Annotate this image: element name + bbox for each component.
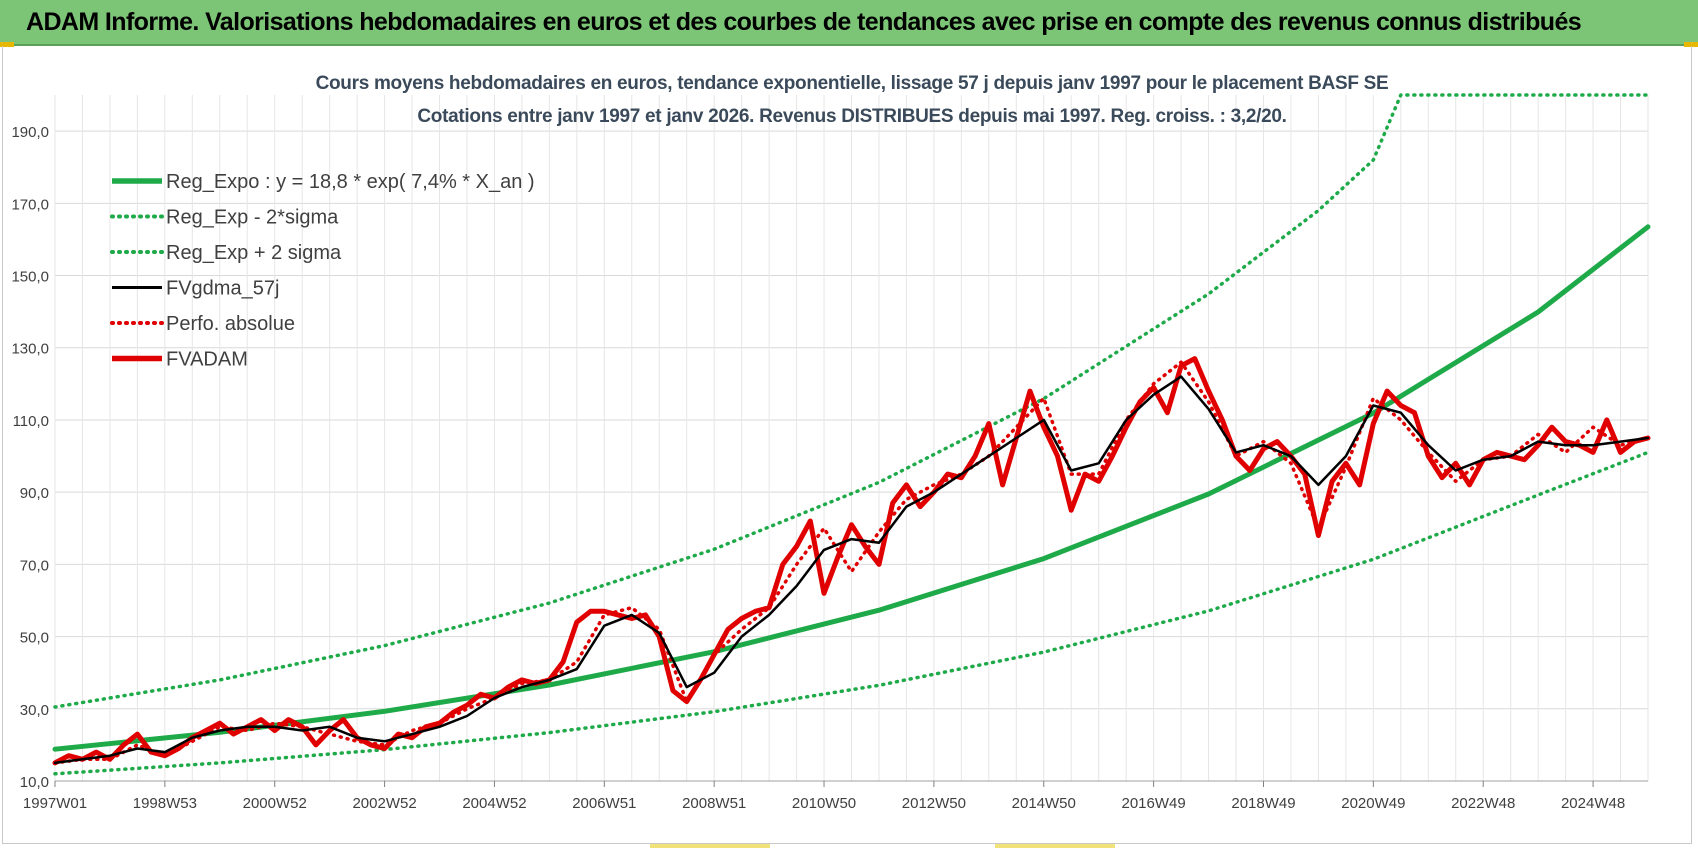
y-tick-label: 70,0 [20, 557, 49, 574]
x-tick-label: 1997W01 [23, 795, 87, 812]
y-tick-label: 150,0 [11, 269, 49, 286]
x-tick-label: 2022W48 [1451, 795, 1515, 812]
y-tick-label: 10,0 [20, 774, 49, 791]
grid [54, 95, 1649, 782]
legend-label: FVgdma_57j [166, 278, 279, 300]
chart-subtitle: Cotations entre janv 1997 et janv 2026. … [417, 106, 1286, 127]
series-line-2 [53, 93, 1650, 709]
legend-label: FVADAM [166, 349, 248, 371]
x-tick-label: 2014W50 [1012, 795, 1076, 812]
legend: Reg_Expo : y = 18,8 * exp( 7,4% * X_an )… [110, 171, 535, 371]
legend-label: Reg_Exp - 2*sigma [166, 207, 339, 229]
x-tick-label: 2006W51 [572, 795, 636, 812]
chart-frame [2, 46, 1692, 844]
title-banner: ADAM Informe. Valorisations hebdomadaire… [0, 0, 1698, 46]
x-tick-label: 2020W49 [1341, 795, 1405, 812]
page-title: ADAM Informe. Valorisations hebdomadaire… [26, 8, 1582, 36]
series-line-3 [53, 375, 1650, 765]
footer-marker [995, 844, 1115, 848]
x-tick-label: 2024W48 [1561, 795, 1625, 812]
x-tick-label: 2012W50 [902, 795, 966, 812]
y-tick-label: 110,0 [13, 413, 49, 430]
x-tick-label: 2016W49 [1122, 795, 1186, 812]
y-tick-label: 30,0 [20, 702, 49, 719]
legend-label: Reg_Expo : y = 18,8 * exp( 7,4% * X_an ) [166, 171, 535, 193]
y-tick-label: 190,0 [11, 124, 49, 141]
y-tick-label: 170,0 [11, 196, 49, 213]
y-tick-label: 50,0 [20, 630, 49, 647]
corner-marker-right [1684, 42, 1698, 47]
x-tick-label: 1998W53 [133, 795, 197, 812]
x-tick-label: 2008W51 [682, 795, 746, 812]
x-tick-label: 2018W49 [1231, 795, 1295, 812]
x-axis: 1997W01 1998W53 2000W52 2002W52 2004W52 2006W… [23, 781, 1625, 812]
x-tick-label: 2000W52 [243, 795, 307, 812]
footer-marker [650, 844, 770, 848]
y-tick-label: 130,0 [11, 341, 49, 358]
x-tick-label: 2010W50 [792, 795, 856, 812]
corner-marker-left [0, 42, 14, 47]
series-group [52, 93, 1651, 776]
y-axis: 10,0 30,0 50,0 70,0 90,0 110,0 130,0 150,0 170,0… [11, 124, 49, 791]
legend-label: Perfo. absolue [166, 313, 295, 335]
legend-label: Reg_Exp + 2 sigma [166, 242, 342, 264]
x-tick-label: 2004W52 [462, 795, 526, 812]
series-line-5 [52, 356, 1651, 766]
series-line-0 [52, 224, 1651, 752]
y-tick-label: 90,0 [20, 485, 49, 502]
x-tick-label: 2002W52 [352, 795, 416, 812]
series-line-1 [53, 450, 1650, 776]
chart-title: Cours moyens hebdomadaires en euros, ten… [316, 73, 1389, 94]
